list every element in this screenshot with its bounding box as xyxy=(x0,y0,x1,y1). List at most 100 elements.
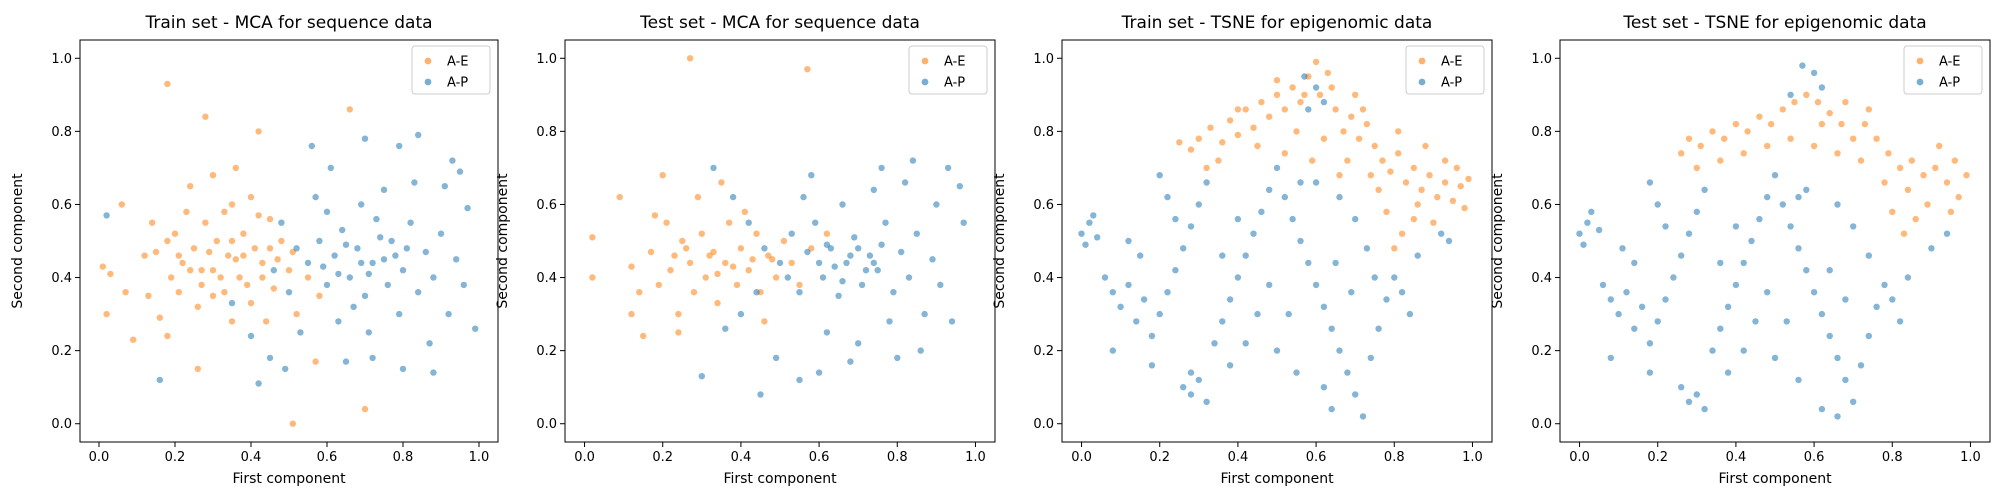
point-a-e xyxy=(187,267,194,274)
point-a-p xyxy=(784,274,791,281)
y-tick-label: 0.4 xyxy=(51,271,72,286)
point-a-e xyxy=(1764,142,1771,150)
point-a-p xyxy=(1576,230,1583,237)
point-a-e xyxy=(175,289,182,296)
point-a-p xyxy=(1857,362,1865,369)
point-a-p xyxy=(392,252,399,259)
point-a-e xyxy=(1434,193,1441,201)
point-a-p xyxy=(1293,369,1300,376)
point-a-p xyxy=(823,241,831,248)
point-a-p xyxy=(855,245,862,252)
point-a-p xyxy=(1803,186,1810,193)
point-a-e xyxy=(1234,106,1242,113)
point-a-e xyxy=(1309,157,1316,164)
point-a-p xyxy=(1799,62,1806,69)
point-a-e xyxy=(1398,230,1406,237)
point-a-p xyxy=(1685,230,1693,237)
point-a-p xyxy=(858,281,866,289)
point-a-e xyxy=(1395,128,1402,135)
point-a-e xyxy=(228,318,236,325)
point-a-p xyxy=(1724,369,1732,376)
x-tick-label: 0.8 xyxy=(1384,450,1405,465)
point-a-e xyxy=(1709,128,1716,135)
point-a-e xyxy=(745,267,752,274)
point-a-e xyxy=(202,219,209,226)
point-a-p xyxy=(1328,325,1335,332)
point-a-p xyxy=(1148,362,1156,369)
point-a-e xyxy=(1391,245,1398,252)
point-a-p xyxy=(855,340,862,347)
point-a-p xyxy=(293,245,300,252)
point-a-e xyxy=(1814,98,1822,106)
point-a-p xyxy=(1242,340,1249,347)
y-tick-label: 0.6 xyxy=(536,198,557,213)
point-a-e xyxy=(1767,120,1775,128)
point-a-p xyxy=(1172,267,1179,274)
point-a-p xyxy=(710,164,717,172)
point-a-e xyxy=(1258,98,1265,106)
chart-title: Test set - TSNE for epigenomic data xyxy=(1622,13,1926,33)
point-a-p xyxy=(323,281,331,289)
point-a-p xyxy=(1850,398,1857,405)
y-tick-label: 0.0 xyxy=(51,417,72,432)
point-a-e xyxy=(1685,135,1693,142)
x-axis-label: First component xyxy=(1220,471,1334,487)
point-a-e xyxy=(1359,106,1367,113)
point-a-p xyxy=(1352,215,1359,223)
point-a-e xyxy=(1826,109,1833,117)
x-tick-label: 0.6 xyxy=(1804,450,1825,465)
x-tick-label: 0.4 xyxy=(731,450,752,465)
point-a-e xyxy=(232,256,239,263)
point-a-p xyxy=(905,274,913,281)
point-a-p xyxy=(800,193,807,201)
point-a-p xyxy=(377,234,384,241)
point-a-e xyxy=(675,310,682,318)
point-a-p xyxy=(1595,226,1603,234)
point-a-p xyxy=(1889,296,1896,303)
point-a-p xyxy=(1732,281,1740,289)
point-a-e xyxy=(145,292,152,299)
point-a-e xyxy=(1387,168,1394,175)
point-a-p xyxy=(1834,413,1841,420)
point-a-p xyxy=(1685,398,1693,405)
y-tick-label: 1.0 xyxy=(1531,52,1552,67)
point-a-p xyxy=(1164,289,1171,296)
point-a-p xyxy=(866,252,874,259)
point-a-p xyxy=(722,325,729,332)
point-a-e xyxy=(1336,172,1343,179)
point-a-p xyxy=(745,219,752,226)
point-a-e xyxy=(675,329,682,336)
point-a-p xyxy=(297,329,304,336)
y-tick-label: 0.2 xyxy=(1033,344,1054,359)
point-a-e xyxy=(266,245,274,252)
point-a-e xyxy=(1791,98,1798,106)
point-a-p xyxy=(1359,413,1367,420)
point-a-p xyxy=(1195,201,1203,208)
point-a-p xyxy=(960,219,967,226)
point-a-p xyxy=(1344,369,1351,376)
point-a-p xyxy=(320,263,327,270)
point-a-e xyxy=(247,193,255,201)
point-a-e xyxy=(1328,84,1335,91)
point-a-e xyxy=(1176,139,1183,146)
point-a-e xyxy=(1756,113,1763,120)
point-a-e xyxy=(1316,91,1324,99)
point-a-e xyxy=(1242,106,1249,113)
point-a-e xyxy=(1717,157,1724,164)
point-a-p xyxy=(1826,332,1833,340)
point-a-p xyxy=(1740,259,1747,267)
point-a-e xyxy=(122,289,129,296)
point-a-e xyxy=(263,318,270,325)
point-a-p xyxy=(255,380,262,387)
x-tick-label: 0.8 xyxy=(1882,450,1903,465)
point-a-p xyxy=(1646,369,1654,376)
point-a-p xyxy=(1623,289,1630,296)
point-a-p xyxy=(1834,201,1841,208)
point-a-e xyxy=(346,106,353,113)
point-a-e xyxy=(628,263,635,270)
point-a-p xyxy=(1203,398,1210,405)
point-a-e xyxy=(749,256,756,263)
legend-label-a-e: A-E xyxy=(1441,55,1463,70)
point-a-p xyxy=(1662,296,1669,303)
point-a-e xyxy=(729,263,737,270)
